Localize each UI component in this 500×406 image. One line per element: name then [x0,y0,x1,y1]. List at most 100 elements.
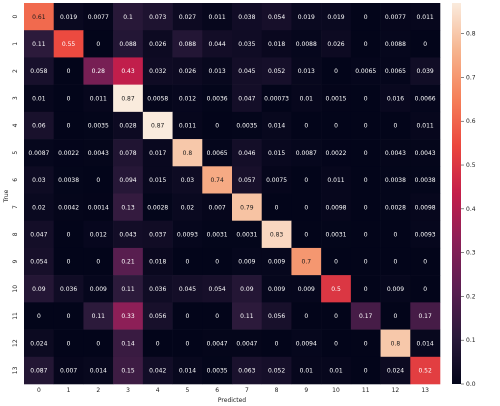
heatmap-cell-r3-c12 [380,84,411,113]
cell-value-label-r13-c5: 0.014 [179,368,196,375]
heatmap-cell-r2-c9 [291,57,322,85]
cell-value-label-r1-c0: 0.11 [32,41,46,48]
heatmap-cell-r4-c1 [53,111,84,140]
cell-value-label-r8-c0: 0.047 [30,232,47,239]
heatmap-cell-r11-c5 [172,302,203,330]
x-tick-label: 10 [332,387,340,394]
heatmap-cell-r0-c7 [232,3,263,31]
heatmap-cell-r9-c0 [24,247,55,276]
x-tick-labels: 0 1 2 3 4 5 6 7 8 9 10 11 12 13 [37,387,429,394]
cell-value-label-r10-c9: 0.009 [298,286,315,293]
cell-value-label-r7-c13: 0.0098 [415,204,436,211]
heatmap-cell-r0-c4 [142,3,173,31]
heatmap-cell-r12-c7 [232,329,263,358]
cell-value-label-r12-c11: 0 [364,340,368,347]
cell-value-label-r11-c9: 0 [304,313,308,320]
cell-value-label-r11-c2: 0.11 [92,313,106,320]
y-tick-label: 12 [12,339,19,347]
cell-value-label-r6-c1: 0.0038 [58,177,79,184]
cell-value-label-r4-c8: 0.014 [268,123,285,130]
x-tick-label: 4 [156,387,160,394]
heatmap-cell-r10-c2 [83,275,114,303]
cell-value-label-r4-c2: 0.0035 [88,123,109,130]
cell-value-label-r6-c2: 0 [96,177,100,184]
heatmap-cell-r0-c5 [172,3,203,31]
cell-value-label-r11-c10: 0 [334,313,338,320]
cell-value-label-r9-c7: 0.009 [238,259,255,266]
heatmap-cell-r11-c13 [410,302,441,330]
colorbar-tick-label: 0.0 [466,381,476,388]
y-tick-label: 8 [12,232,19,236]
heatmap-cell-r3-c5 [172,84,203,113]
cell-value-label-r2-c6: 0.013 [209,68,226,75]
heatmap-cell-r2-c8 [261,57,292,85]
heatmap-cell-r6-c13 [410,166,441,194]
heatmap-cell-r4-c8 [261,111,292,140]
heatmap-cell-r8-c13 [410,220,441,249]
heatmap-cell-r13-c1 [53,356,84,385]
cell-value-label-r8-c9: 0 [304,232,308,239]
cell-value-label-r4-c6: 0 [215,123,219,130]
cell-value-label-r4-c4: 0.87 [151,123,165,130]
heatmap-cell-r7-c11 [350,193,381,222]
cell-value-label-r2-c4: 0.032 [149,68,166,75]
cell-value-label-r8-c12: 0 [394,232,398,239]
heatmap-cell-r3-c13 [410,84,441,113]
cell-value-label-r10-c7: 0.09 [240,286,254,293]
cell-value-label-r2-c8: 0.052 [268,68,285,75]
heatmap-cell-r10-c9 [291,275,322,303]
cell-value-label-r8-c13: 0.0093 [415,232,436,239]
heatmap-cell-r7-c9 [291,193,322,222]
cell-value-label-r3-c3: 0.87 [121,95,135,102]
heatmap-cell-r9-c13 [410,247,441,276]
cell-value-label-r12-c6: 0.0047 [207,340,228,347]
heatmap-cell-r9-c6 [202,247,233,276]
cell-value-label-r2-c7: 0.045 [238,68,255,75]
colorbar-tick-label: 0.7 [466,74,476,81]
heatmap-cell-r1-c0 [24,30,55,58]
cell-value-label-r7-c12: 0.0028 [385,204,406,211]
cell-value-label-r6-c12: 0.0038 [385,177,406,184]
heatmap-cell-r0-c0 [24,3,55,31]
cell-value-label-r1-c9: 0.0088 [296,41,317,48]
heatmap-cell-r5-c11 [350,139,381,167]
cell-value-label-r3-c7: 0.047 [238,95,255,102]
heatmap-cell-r13-c6 [202,356,233,385]
y-tick-label: 3 [12,96,19,100]
heatmap-cell-r8-c5 [172,220,203,249]
cell-value-label-r0-c8: 0.054 [268,14,285,21]
cell-value-label-r5-c13: 0.0043 [415,150,436,157]
heatmap-cell-r7-c0 [24,193,55,222]
cell-value-label-r5-c6: 0.0065 [207,150,228,157]
cell-value-label-r11-c6: 0 [215,313,219,320]
y-axis-label: True [3,189,10,203]
heatmap-cell-r1-c3 [113,30,144,58]
cell-value-label-r6-c9: 0 [304,177,308,184]
cell-value-label-r5-c0: 0.0087 [28,150,49,157]
heatmap-cell-r3-c11 [350,84,381,113]
heatmap-cell-r11-c8 [261,302,292,330]
x-tick-label: 5 [186,387,190,394]
heatmap-cell-r12-c9 [291,329,322,358]
x-tick-label: 12 [392,387,400,394]
colorbar-tick-label: 0.3 [466,250,476,257]
cell-value-label-r5-c12: 0.0043 [385,150,406,157]
cell-value-label-r8-c3: 0.043 [119,232,136,239]
x-tick-label: 6 [215,387,219,394]
cell-value-label-r12-c12: 0.8 [391,340,401,347]
heatmap-cell-r1-c12 [380,30,411,58]
cell-value-label-r13-c8: 0.052 [268,368,285,375]
heatmap-cell-r13-c11 [350,356,381,385]
heatmap-cell-r3-c0 [24,84,55,113]
cell-value-label-r9-c3: 0.21 [121,259,135,266]
cell-value-label-r8-c8: 0.83 [270,232,284,239]
heatmap-cell-r8-c4 [142,220,173,249]
cell-value-label-r13-c4: 0.042 [149,368,166,375]
cell-value-label-r13-c3: 0.15 [121,368,135,375]
cell-value-label-r4-c10: 0 [334,123,338,130]
heatmap-cell-r5-c12 [380,139,411,167]
heatmap-cell-r1-c11 [350,30,381,58]
heatmap-cell-r13-c13 [410,356,441,385]
y-tick-label: 11 [12,312,19,320]
cell-value-label-r0-c10: 0.019 [327,14,344,21]
